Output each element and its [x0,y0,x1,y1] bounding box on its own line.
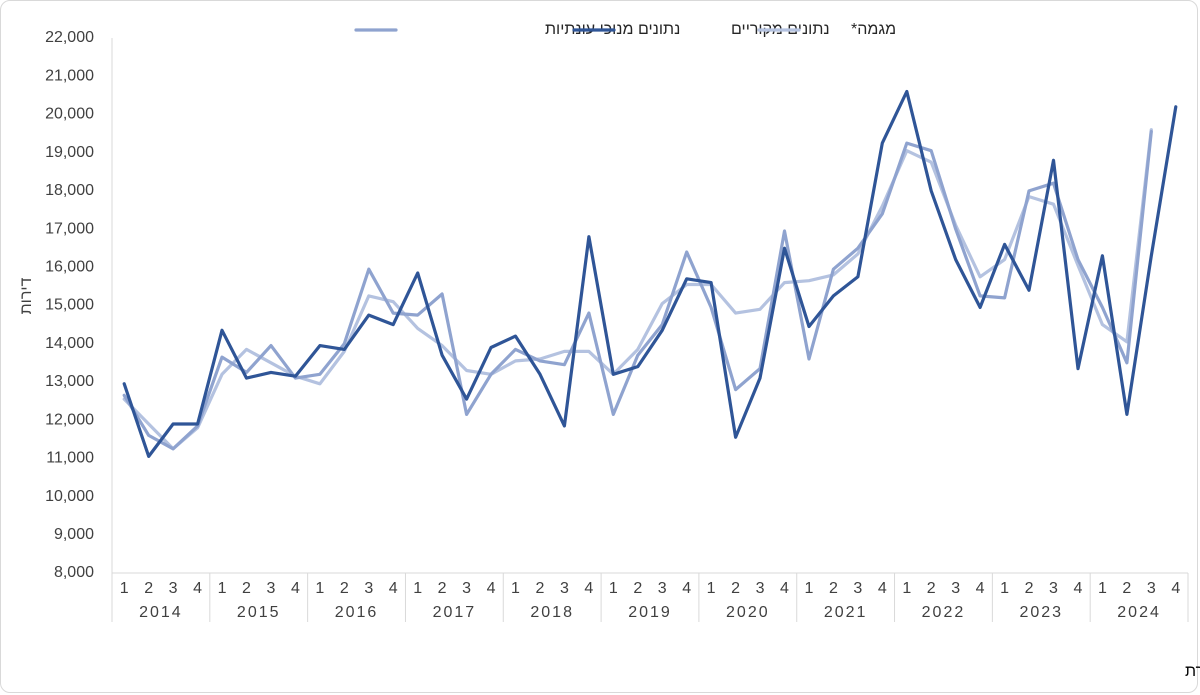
y-tick-label: 18,000 [45,182,94,199]
y-tick-label: 12,000 [45,411,94,428]
quarter-tick-label: 1 [1000,580,1009,597]
year-label: 2022 [922,604,966,621]
quarter-tick-label: 2 [536,580,545,597]
quarter-tick-label: 3 [169,580,178,597]
y-tick-label: 16,000 [45,259,94,276]
y-tick-label: 9,000 [54,526,94,543]
year-label: 2015 [237,604,281,621]
y-tick-label: 11,000 [46,450,94,467]
quarter-tick-label: 1 [218,580,227,597]
quarter-tick-label: 2 [438,580,447,597]
quarter-tick-label: 3 [1147,580,1156,597]
quarter-tick-label: 4 [487,580,496,597]
y-tick-label: 22,000 [45,29,94,46]
quarter-tick-label: 1 [120,580,129,597]
series-line [122,89,1178,458]
quarter-tick-label: 1 [707,580,716,597]
y-axis: 8,000 9,000 10,000 11,000 12,000 13,000 14,000… [45,29,113,581]
quarter-tick-label: 1 [805,580,814,597]
quarter-tick-label: 3 [462,580,471,597]
quarter-tick-label: 2 [340,580,349,597]
quarter-tick-label: 1 [1098,580,1107,597]
quarter-tick-label: 4 [389,580,398,597]
quarter-tick-label: 1 [413,580,422,597]
quarter-tick-label: 4 [780,580,789,597]
quarter-tick-label: 3 [1049,580,1058,597]
y-tick-label: 19,000 [45,144,94,161]
quarter-tick-label: 4 [878,580,887,597]
quarter-tick-label: 4 [193,580,202,597]
quarter-tick-label: 3 [756,580,765,597]
legend-label: מגמה* [851,21,896,38]
year-label: 2021 [824,604,868,621]
quarter-tick-label: 1 [511,580,520,597]
year-label: 2017 [433,604,477,621]
year-label: 2020 [726,604,770,621]
quarter-tick-label: 4 [584,580,593,597]
year-label: 2023 [1019,604,1063,621]
year-label: 2016 [335,604,379,621]
quarter-tick-label: 2 [927,580,936,597]
quarter-tick-label: 2 [829,580,838,597]
quarter-tick-label: 2 [242,580,251,597]
quarter-tick-label: 4 [1074,580,1083,597]
quarter-tick-label: 4 [976,580,985,597]
quarter-tick-label: 2 [1025,580,1034,597]
y-tick-label: 15,000 [45,297,94,314]
quarter-tick-label: 1 [902,580,911,597]
y-tick-label: 20,000 [45,106,94,123]
quarter-tick-label: 1 [609,580,618,597]
y-axis-label: דירות [18,277,35,314]
quarter-tick-label: 3 [853,580,862,597]
quarter-tick-label: 3 [951,580,960,597]
year-label: 2019 [628,604,672,621]
y-tick-label: 14,000 [45,335,94,352]
footnote: * שלושת האומדנים האחרונים של המגמה עשויי… [1185,662,1200,680]
y-tick-label: 21,000 [45,67,94,84]
y-tick-label: 13,000 [45,373,94,390]
quarter-tick-label: 4 [1171,580,1180,597]
quarter-tick-label: 4 [682,580,691,597]
y-tick-label: 17,000 [45,220,94,237]
quarter-tick-label: 3 [364,580,373,597]
quarter-tick-label: 2 [1122,580,1131,597]
quarter-tick-label: 2 [731,580,740,597]
quarter-tick-label: 3 [267,580,276,597]
quarter-tick-label: 3 [658,580,667,597]
year-label: 2018 [530,604,574,621]
series-line [122,128,1153,451]
year-label: 2014 [139,604,183,621]
quarter-tick-label: 1 [315,580,324,597]
y-tick-label: 10,000 [45,488,94,505]
year-label: 2024 [1117,604,1161,621]
series-line [122,130,1153,451]
legend: נתונים מנוכי עונתיות נתונים מקוריים מגמה* [354,21,896,38]
quarter-tick-label: 3 [560,580,569,597]
quarter-tick-label: 2 [633,580,642,597]
y-tick-label: 8,000 [54,564,94,581]
quarter-tick-label: 4 [291,580,300,597]
series-lines [122,89,1178,458]
quarter-tick-label: 2 [144,580,153,597]
